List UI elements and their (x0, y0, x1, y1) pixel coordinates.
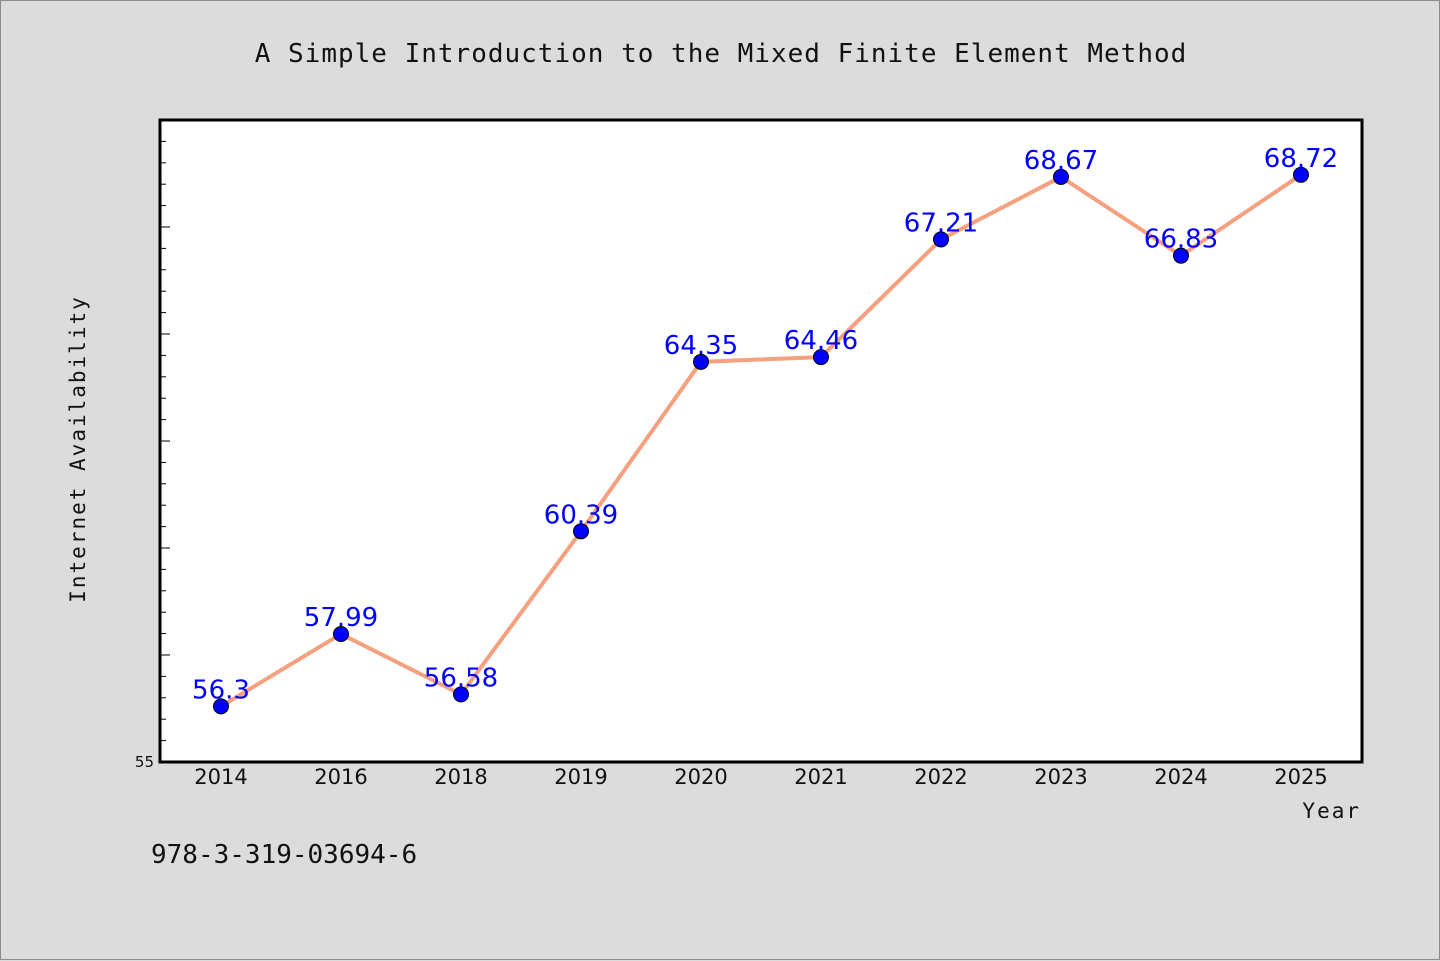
data-point (1293, 166, 1309, 183)
data-label: 57.99 (304, 603, 378, 633)
y-axis-ticks (160, 140, 170, 742)
y-axis-label: Internet Availability (66, 295, 90, 603)
data-point (333, 626, 349, 643)
data-point (453, 686, 469, 703)
x-tick-label: 2016 (314, 765, 367, 789)
data-label: 64.35 (664, 331, 738, 361)
data-labels: 56.3 57.99 56.58 60.39 64.35 64.46 67.21 68.67 6… (192, 144, 1338, 706)
plot-area (158, 118, 1364, 764)
x-axis-label: Year (1302, 799, 1361, 823)
data-label: 68.72 (1264, 144, 1338, 174)
x-tick-label: 2020 (674, 765, 727, 789)
y-axis-min-label: 55 (135, 753, 154, 771)
data-point (813, 349, 829, 366)
x-tick-label: 2025 (1274, 765, 1327, 789)
data-label: 66.83 (1144, 225, 1218, 255)
x-tick-label: 2024 (1154, 765, 1207, 789)
x-tick-label: 2019 (554, 765, 607, 789)
x-tick-label: 2014 (194, 765, 247, 789)
chart-title: A Simple Introduction to the Mixed Finit… (255, 39, 1188, 69)
data-point (213, 698, 229, 715)
data-point (693, 353, 709, 370)
data-label: 56.58 (424, 663, 498, 693)
series-line (219, 173, 1303, 709)
x-tick-label: 2023 (1034, 765, 1087, 789)
data-point (933, 231, 949, 248)
data-point (1053, 168, 1069, 185)
x-axis-tick-labels: 2014 2016 2018 2019 2020 2021 2022 2023 2024 2025 (194, 765, 1327, 789)
data-points (213, 166, 1309, 715)
x-tick-label: 2018 (434, 765, 487, 789)
data-point (1173, 247, 1189, 264)
data-point (573, 523, 589, 540)
data-label: 60.39 (544, 500, 618, 530)
data-label: 67.21 (904, 208, 978, 238)
x-tick-label: 2022 (914, 765, 967, 789)
data-label: 68.67 (1024, 146, 1098, 176)
data-label: 56.3 (192, 675, 250, 705)
x-tick-label: 2021 (794, 765, 847, 789)
footnote-isbn: 978-3-319-03694-6 (151, 840, 417, 870)
data-label: 64.46 (784, 326, 858, 356)
